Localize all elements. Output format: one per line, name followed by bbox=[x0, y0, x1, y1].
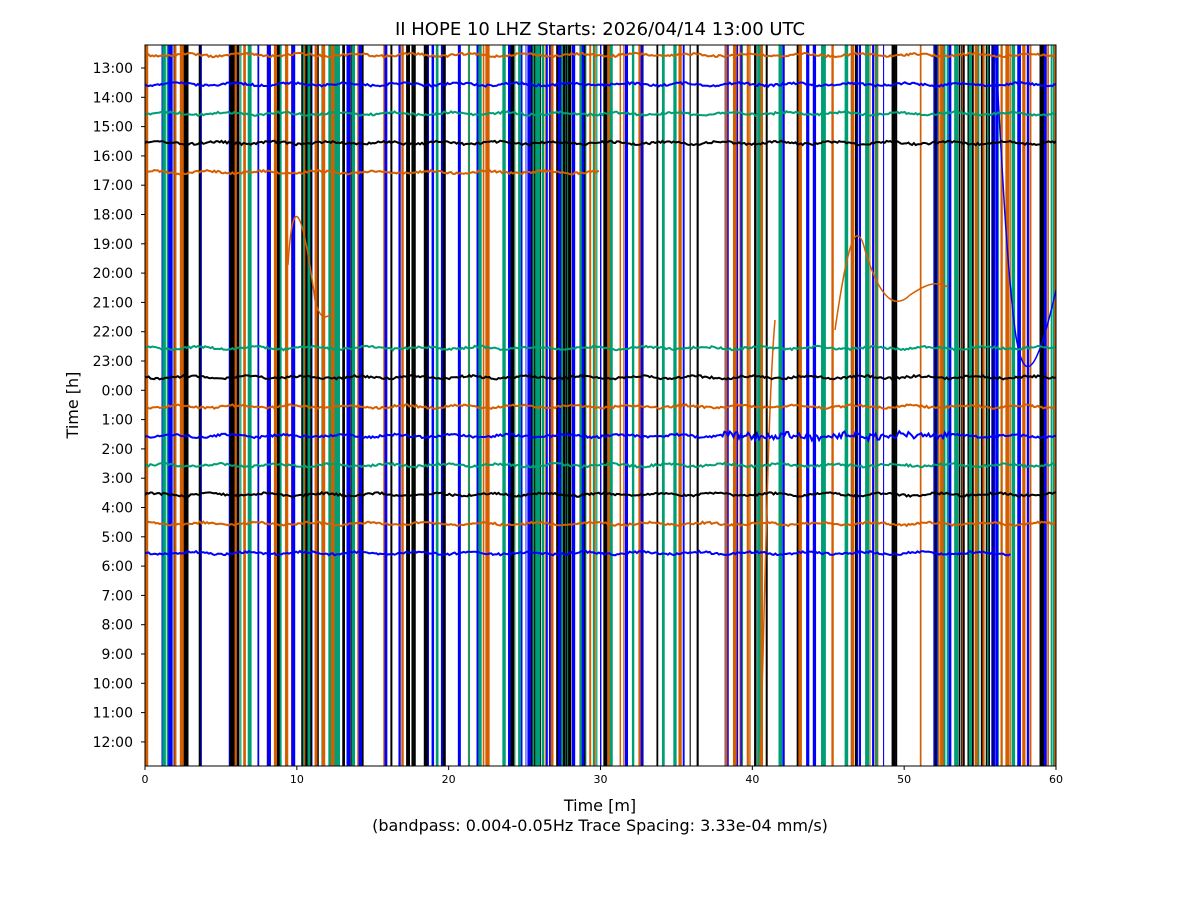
trace-17-00 bbox=[145, 168, 600, 176]
y-tick-label: 19:00 bbox=[93, 237, 133, 253]
excursion-curve bbox=[994, 45, 1056, 368]
excursion-curve bbox=[834, 235, 949, 331]
y-tick-label: 7:00 bbox=[102, 588, 133, 604]
y-tick-label: 14:00 bbox=[93, 90, 133, 106]
x-tick-label: 0 bbox=[142, 773, 149, 786]
chart-title: II HOPE 10 LHZ Starts: 2026/04/14 13:00 … bbox=[395, 19, 805, 40]
trace-23-00 bbox=[145, 344, 1056, 352]
y-tick-label: 8:00 bbox=[102, 618, 133, 634]
x-tick-label: 30 bbox=[594, 773, 608, 786]
x-tick-label: 10 bbox=[290, 773, 304, 786]
trace-14-00 bbox=[145, 80, 1056, 88]
x-tick-label: 50 bbox=[897, 773, 911, 786]
y-tick-label: 11:00 bbox=[93, 706, 133, 722]
excursion-curve bbox=[287, 216, 331, 318]
trace-0-00 bbox=[145, 373, 1056, 381]
excursion-curve bbox=[759, 319, 776, 766]
x-axis-label: Time [m] bbox=[563, 796, 636, 815]
y-tick-label: 13:00 bbox=[93, 61, 133, 77]
y-tick-label: 3:00 bbox=[102, 471, 133, 487]
y-tick-label: 6:00 bbox=[102, 559, 133, 575]
trace-1-00 bbox=[145, 403, 1056, 410]
x-axis: 0 10 20 30 40 50 60 bbox=[142, 766, 1063, 786]
trace-2-00 bbox=[145, 429, 1056, 444]
y-tick-label: 15:00 bbox=[93, 120, 133, 136]
y-axis-label: Time [h] bbox=[63, 372, 82, 440]
long-period-excursions bbox=[287, 45, 1056, 766]
y-tick-label: 10:00 bbox=[93, 676, 133, 692]
y-tick-label: 9:00 bbox=[102, 647, 133, 663]
trace-16-00 bbox=[145, 139, 1056, 147]
y-tick-label: 12:00 bbox=[93, 735, 133, 751]
y-tick-label: 18:00 bbox=[93, 208, 133, 224]
y-tick-label: 1:00 bbox=[102, 413, 133, 429]
x-tick-label: 20 bbox=[442, 773, 456, 786]
trace-6-00 bbox=[145, 549, 1012, 557]
trace-5-00 bbox=[145, 520, 1056, 528]
y-tick-label: 21:00 bbox=[93, 295, 133, 311]
chart-subtitle: (bandpass: 0.004-0.05Hz Trace Spacing: 3… bbox=[372, 816, 828, 835]
trace-4-00 bbox=[145, 490, 1056, 498]
trace-3-00 bbox=[145, 461, 1056, 469]
y-tick-label: 20:00 bbox=[93, 266, 133, 282]
y-tick-label: 4:00 bbox=[102, 501, 133, 517]
y-tick-label: 22:00 bbox=[93, 325, 133, 341]
y-tick-label: 16:00 bbox=[93, 149, 133, 165]
y-tick-label: 5:00 bbox=[102, 530, 133, 546]
trace-13-00 bbox=[145, 51, 1056, 59]
y-tick-label: 2:00 bbox=[102, 442, 133, 458]
x-tick-label: 60 bbox=[1049, 773, 1063, 786]
x-tick-label: 40 bbox=[745, 773, 759, 786]
y-tick-label: 0:00 bbox=[102, 383, 133, 399]
trace-group bbox=[145, 51, 1056, 557]
y-tick-label: 23:00 bbox=[93, 354, 133, 370]
trace-15-00 bbox=[145, 110, 1056, 118]
y-tick-label: 17:00 bbox=[93, 178, 133, 194]
y-axis: 13:00 14:00 15:00 16:00 17:00 18:00 19:00 20:00… bbox=[93, 61, 145, 751]
